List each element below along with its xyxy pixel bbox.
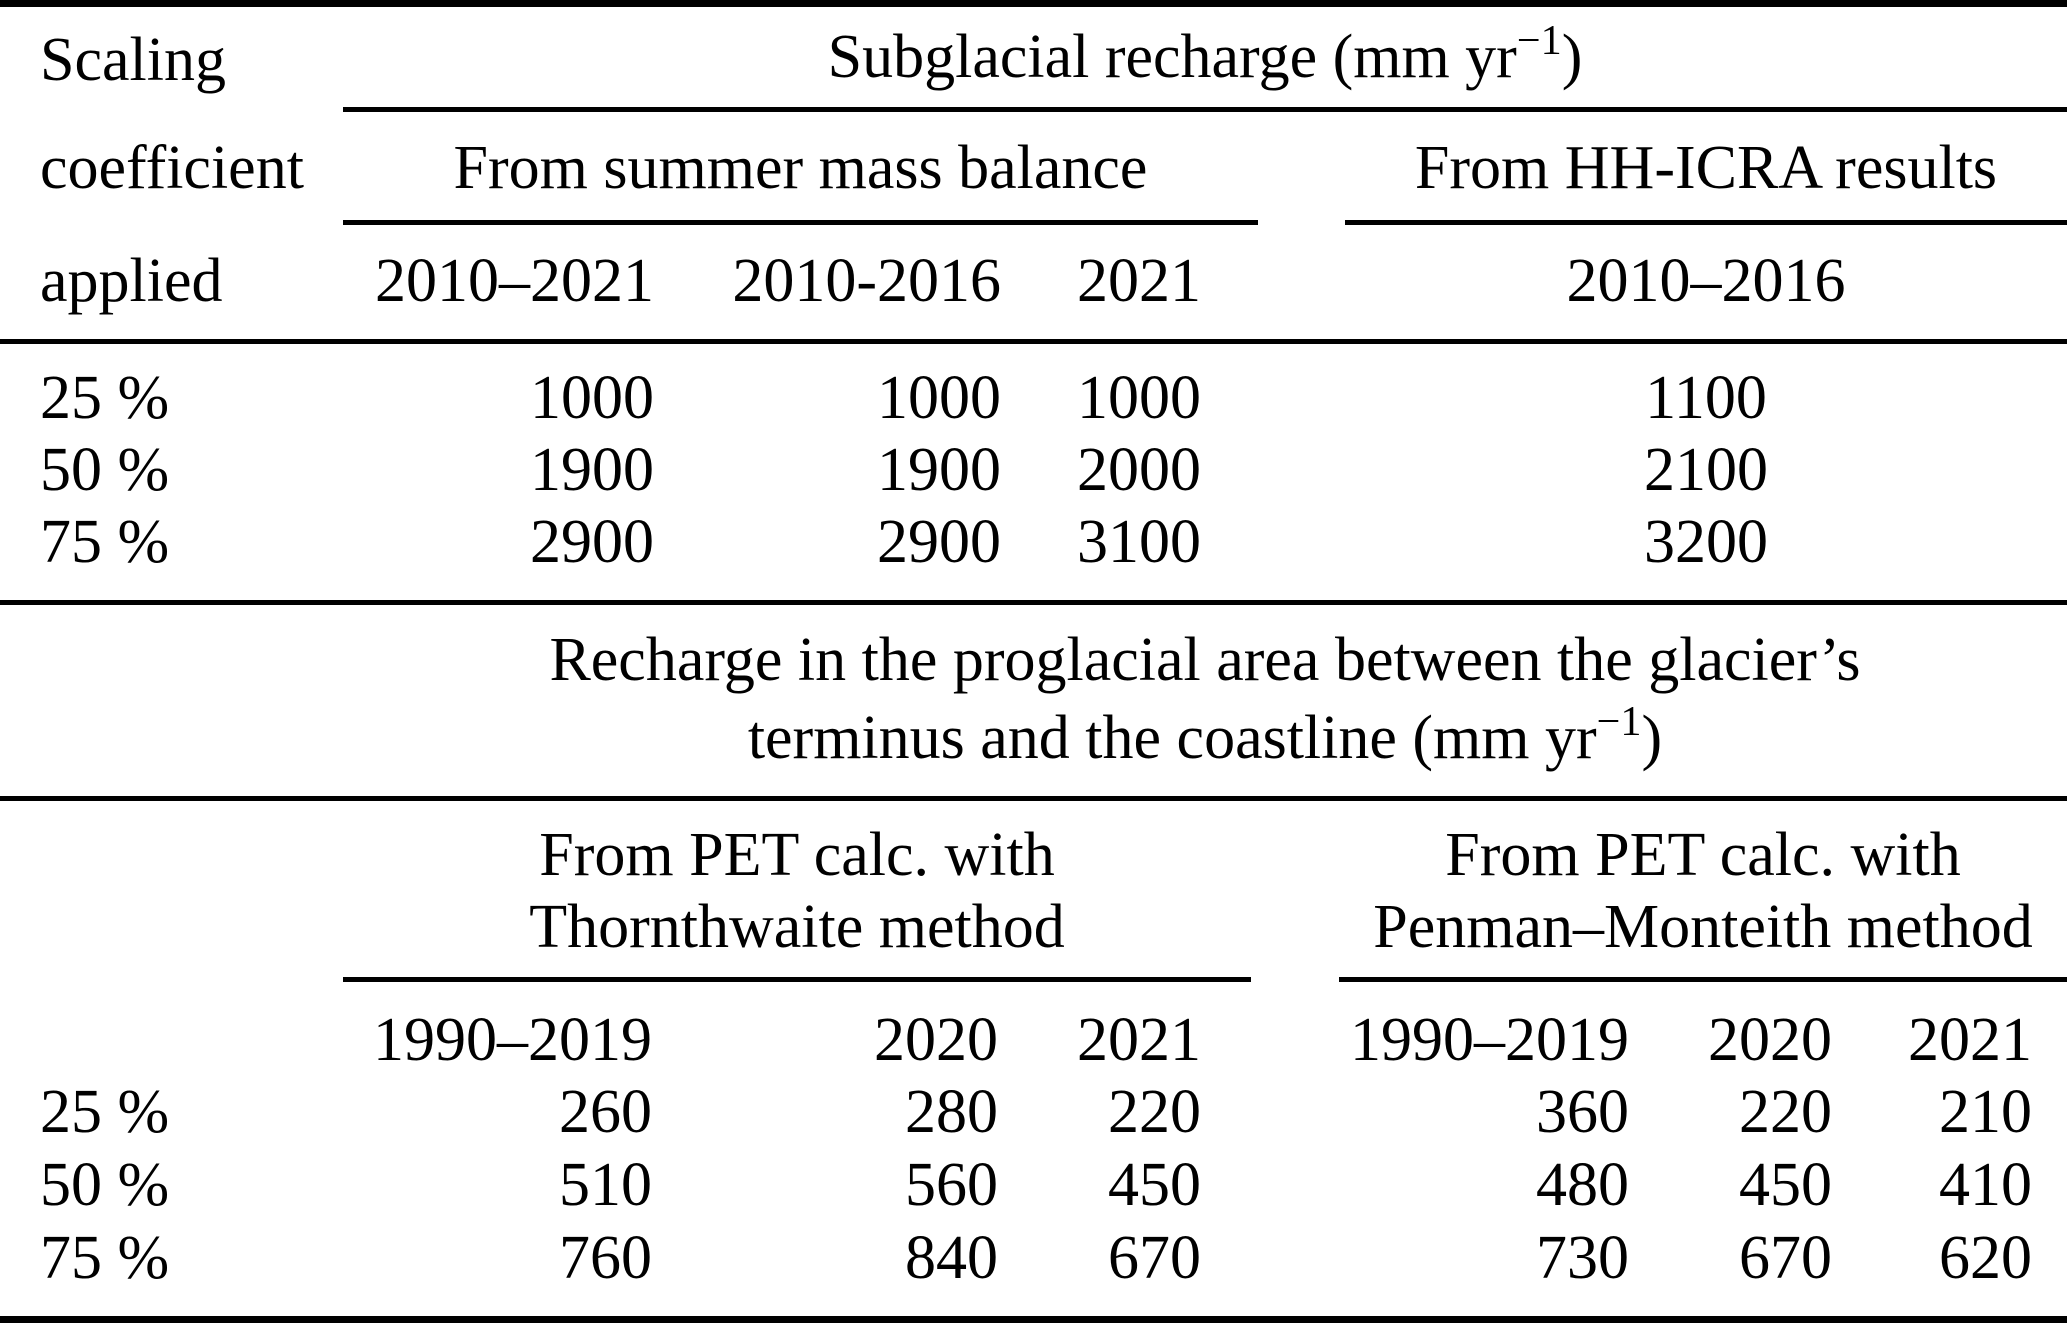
bottom-row-value: 410 — [1939, 1151, 2032, 1219]
cmidrule-thornthwaite — [343, 977, 1251, 982]
bottom-col-header-1990-2019-penman: 1990–2019 — [1350, 1006, 1629, 1074]
bottom-row-value: 620 — [1939, 1224, 2032, 1292]
group-header-mass-balance: From summer mass balance — [453, 134, 1148, 202]
top-row-value: 1900 — [877, 436, 1001, 504]
cmidrule-hh-icra — [1345, 220, 2067, 225]
bottom-col-header-1990-2019-thorn: 1990–2019 — [373, 1006, 652, 1074]
midrule-above-caption — [0, 600, 2067, 605]
bottom-row-value: 450 — [1108, 1151, 1201, 1219]
subglacial-title-text: Subglacial recharge (mm yr — [827, 23, 1517, 91]
bottom-row-value: 840 — [905, 1224, 998, 1292]
stub-line-coefficient: coefficient — [40, 134, 304, 202]
bottom-col-header-2020-thorn: 2020 — [874, 1006, 998, 1074]
top-row-label: 50 % — [40, 436, 170, 504]
stub-line-scaling: Scaling — [40, 26, 226, 94]
bottom-row-label: 50 % — [40, 1151, 170, 1219]
bottom-row-value: 220 — [1108, 1078, 1201, 1146]
subglacial-title-superscript: −1 — [1516, 16, 1562, 64]
midrule-header-body — [0, 339, 2067, 344]
top-row-value: 1000 — [530, 364, 654, 432]
group-header-penman-line2: Penman–Monteith method — [1373, 893, 2033, 961]
top-row-value: 1000 — [1077, 364, 1201, 432]
bottom-row-value: 360 — [1536, 1078, 1629, 1146]
bottom-col-header-2021-penman: 2021 — [1908, 1006, 2032, 1074]
bottom-row-value: 450 — [1739, 1151, 1832, 1219]
group-header-thornthwaite-line2: Thornthwaite method — [529, 893, 1065, 961]
bottom-row-value: 510 — [559, 1151, 652, 1219]
group-header-penman-line1: From PET calc. with — [1445, 821, 1961, 889]
top-row-value: 1100 — [1645, 364, 1767, 432]
top-row-value: 2900 — [877, 508, 1001, 576]
top-row-value: 2100 — [1644, 436, 1768, 504]
proglacial-caption-line2: terminus and the coastline (mm yr−1) — [343, 700, 2067, 772]
top-col-header-2010-2016: 2010-2016 — [732, 247, 1001, 315]
bottom-row-value: 480 — [1536, 1151, 1629, 1219]
cmidrule-penman — [1339, 977, 2067, 982]
bottom-row-value: 260 — [559, 1078, 652, 1146]
top-row-label: 25 % — [40, 364, 170, 432]
bottom-row-value: 220 — [1739, 1078, 1832, 1146]
bottom-row-value: 730 — [1536, 1224, 1629, 1292]
bottom-rule — [0, 1316, 2067, 1323]
bottom-row-value: 210 — [1939, 1078, 2032, 1146]
bottom-row-value: 560 — [905, 1151, 998, 1219]
cmidrule-subglacial — [343, 107, 2067, 112]
cmidrule-mass-balance — [343, 220, 1258, 225]
group-header-thornthwaite-line1: From PET calc. with — [539, 821, 1055, 889]
bottom-row-label: 25 % — [40, 1078, 170, 1146]
proglacial-caption-line1: Recharge in the proglacial area between … — [549, 626, 1861, 694]
bottom-row-value: 670 — [1739, 1224, 1832, 1292]
proglacial-caption-line2-text: terminus and the coastline (mm yr — [747, 704, 1597, 772]
top-row-value: 1000 — [877, 364, 1001, 432]
proglacial-caption-superscript: −1 — [1596, 697, 1642, 745]
stub-line-applied: applied — [40, 247, 223, 315]
midrule-below-caption — [0, 796, 2067, 801]
bottom-col-header-2020-penman: 2020 — [1708, 1006, 1832, 1074]
subglacial-recharge-title: Subglacial recharge (mm yr−1) — [343, 19, 2067, 91]
top-col-header-2010-2021: 2010–2021 — [375, 247, 654, 315]
bottom-row-value: 760 — [559, 1224, 652, 1292]
proglacial-caption-close: ) — [1641, 704, 1663, 772]
top-row-label: 75 % — [40, 508, 170, 576]
top-row-value: 3100 — [1077, 508, 1201, 576]
top-col-header-2021: 2021 — [1077, 247, 1201, 315]
top-col-header-hh-icra-2010-2016: 2010–2016 — [1566, 247, 1846, 315]
bottom-row-value: 280 — [905, 1078, 998, 1146]
top-rule — [0, 0, 2067, 7]
bottom-col-header-2021-thorn: 2021 — [1077, 1006, 1201, 1074]
top-row-value: 2900 — [530, 508, 654, 576]
subglacial-title-close: ) — [1561, 23, 1583, 91]
group-header-hh-icra: From HH-ICRA results — [1414, 134, 1998, 202]
top-row-value: 1900 — [530, 436, 654, 504]
bottom-row-label: 75 % — [40, 1224, 170, 1292]
bottom-row-value: 670 — [1108, 1224, 1201, 1292]
top-row-value: 3200 — [1644, 508, 1768, 576]
top-row-value: 2000 — [1077, 436, 1201, 504]
